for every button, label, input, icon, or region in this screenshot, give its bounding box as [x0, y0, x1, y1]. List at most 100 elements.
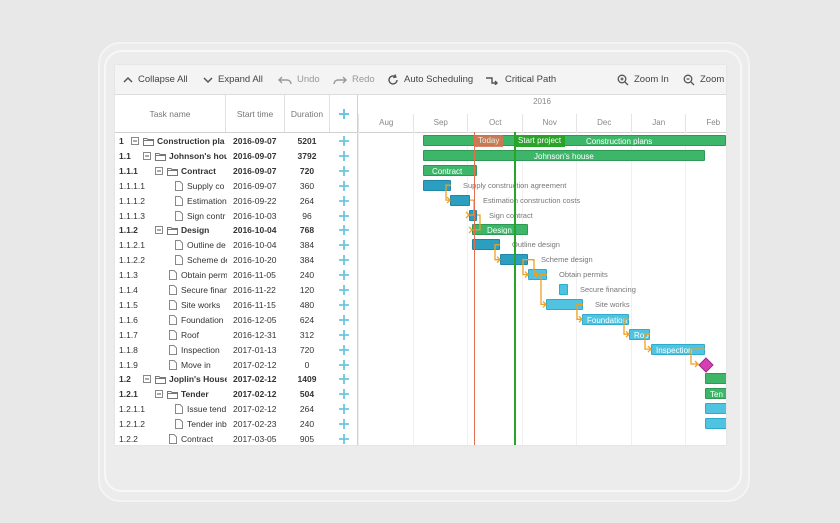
task-row[interactable]: 1.1.7 Roof 2016-12-31 312 — [115, 328, 357, 343]
task-row[interactable]: 1.1.8 Inspection 2017-01-13 720 — [115, 343, 357, 358]
task-wbs: 1.1 — [119, 150, 131, 161]
add-subtask-icon[interactable] — [339, 239, 349, 251]
collapse-toggle-icon[interactable] — [131, 137, 139, 145]
collapse-toggle-icon[interactable] — [143, 375, 151, 384]
task-row[interactable]: 1.1.1.3 Sign contr 2016-10-03 96 — [115, 209, 357, 224]
today-marker[interactable]: Today — [474, 135, 504, 147]
collapse-toggle-icon[interactable] — [155, 226, 163, 235]
task-row[interactable]: 1.1.2 Design 2016-10-04 768 — [115, 223, 357, 238]
task-row[interactable]: 1.1.1 Contract 2016-09-07 720 — [115, 164, 357, 179]
add-subtask-icon[interactable] — [339, 135, 349, 147]
task-name[interactable]: Inspection — [181, 344, 220, 355]
add-task-header-button[interactable] — [330, 95, 357, 132]
expand-all-button[interactable]: Expand All — [203, 65, 263, 94]
add-subtask-icon[interactable] — [339, 344, 349, 356]
task-row[interactable]: 1.1.9 Move in 2017-02-12 0 — [115, 358, 357, 373]
add-subtask-icon[interactable] — [339, 224, 349, 236]
add-subtask-icon[interactable] — [339, 329, 349, 341]
add-subtask-icon[interactable] — [339, 314, 349, 326]
task-wbs: 1.2.2 — [119, 434, 138, 444]
file-icon — [175, 180, 183, 191]
task-row[interactable]: 1.1.2.2 Scheme de 2016-10-20 384 — [115, 253, 357, 268]
task-wbs: 1.2.1 — [119, 389, 138, 400]
task-bar[interactable]: Ten — [705, 388, 726, 400]
task-row[interactable]: 1.1 Johnson's hou 2016-09-07 3792 — [115, 149, 357, 164]
add-subtask-icon[interactable] — [339, 418, 349, 430]
task-name[interactable]: Scheme de — [187, 255, 227, 266]
add-subtask-icon[interactable] — [339, 210, 349, 222]
task-name[interactable]: Secure finan — [181, 285, 227, 295]
redo-button[interactable]: Redo — [333, 65, 375, 94]
zoom-out-button[interactable]: Zoom — [683, 65, 724, 94]
task-name[interactable]: Construction pla — [157, 136, 225, 146]
task-name[interactable]: Contract — [181, 165, 216, 176]
task-name[interactable]: Issue tend — [187, 404, 227, 415]
column-header-start-time[interactable]: Start time — [236, 108, 274, 119]
task-row[interactable]: 1.1.4 Secure finan 2016-11-22 120 — [115, 283, 357, 298]
add-subtask-icon[interactable] — [339, 299, 349, 311]
task-row[interactable]: 1.2 Joplin's House 2017-02-12 1409 — [115, 372, 357, 387]
task-bar[interactable]: Construction plans — [423, 135, 726, 146]
task-row[interactable]: 1.1.1.2 Estimation 2016-09-22 264 — [115, 194, 357, 209]
task-bar[interactable]: Johnson's house — [423, 149, 705, 161]
task-row[interactable]: 1 Construction pla 2016-09-07 5201 — [115, 134, 357, 149]
task-name[interactable]: Sign contr — [187, 210, 226, 221]
milestone-marker[interactable] — [698, 356, 714, 373]
task-bar[interactable] — [705, 373, 726, 385]
task-row[interactable]: 1.1.5 Site works 2016-11-15 480 — [115, 298, 357, 313]
start-project-marker[interactable]: Start project — [514, 135, 566, 147]
add-subtask-icon[interactable] — [339, 359, 349, 371]
task-row[interactable]: 1.2.1.2 Tender inb 2017-02-23 240 — [115, 417, 357, 432]
task-name[interactable]: Outline de — [187, 240, 226, 251]
task-name[interactable]: Roof — [181, 329, 199, 340]
month-label: Aug — [358, 114, 414, 132]
critical-path-icon — [486, 76, 498, 85]
task-name[interactable]: Move in — [181, 359, 211, 370]
task-row[interactable]: 1.2.2 Contract 2017-03-05 905 — [115, 432, 357, 445]
task-name[interactable]: Design — [181, 225, 210, 236]
add-subtask-icon[interactable] — [339, 254, 349, 266]
task-row[interactable]: 1.1.2.1 Outline de 2016-10-04 384 — [115, 238, 357, 253]
add-subtask-icon[interactable] — [339, 373, 349, 385]
auto-scheduling-button[interactable]: Auto Scheduling — [387, 65, 473, 94]
task-name[interactable]: Site works — [181, 299, 221, 310]
task-duration: 905 — [299, 434, 315, 444]
add-subtask-icon[interactable] — [339, 180, 349, 192]
add-subtask-icon[interactable] — [339, 388, 349, 400]
add-subtask-icon[interactable] — [339, 284, 349, 296]
task-bar[interactable]: Contract — [423, 164, 477, 176]
task-name[interactable]: Supply co — [187, 180, 225, 191]
expand-all-label: Expand All — [218, 74, 263, 85]
add-subtask-icon[interactable] — [339, 433, 349, 445]
zoom-in-button[interactable]: Zoom In — [617, 65, 669, 94]
column-header-task-name[interactable]: Task name — [149, 108, 191, 119]
task-bar[interactable] — [559, 284, 568, 295]
task-name[interactable]: Joplin's House — [169, 374, 227, 385]
add-subtask-icon[interactable] — [339, 150, 349, 162]
add-subtask-icon[interactable] — [339, 165, 349, 177]
column-header-duration[interactable]: Duration — [290, 108, 324, 119]
add-subtask-icon[interactable] — [339, 403, 349, 415]
collapse-all-button[interactable]: Collapse All — [123, 65, 188, 94]
task-name[interactable]: Obtain permi — [181, 270, 227, 281]
task-bar[interactable] — [705, 418, 726, 430]
undo-button[interactable]: Undo — [278, 65, 320, 94]
collapse-toggle-icon[interactable] — [155, 166, 163, 175]
task-name[interactable]: Foundation — [181, 314, 224, 325]
task-bar[interactable] — [705, 403, 726, 415]
task-name[interactable]: Contract — [181, 434, 214, 444]
task-row[interactable]: 1.1.1.1 Supply co 2016-09-07 360 — [115, 179, 357, 194]
task-name[interactable]: Tender inb — [187, 419, 227, 430]
collapse-toggle-icon[interactable] — [155, 390, 163, 399]
task-row[interactable]: 1.1.6 Foundation 2016-12-05 624 — [115, 313, 357, 328]
task-row[interactable]: 1.2.1 Tender 2017-02-12 504 — [115, 387, 357, 402]
add-subtask-icon[interactable] — [339, 269, 349, 281]
collapse-toggle-icon[interactable] — [143, 151, 151, 160]
task-row[interactable]: 1.1.3 Obtain permi 2016-11-05 240 — [115, 268, 357, 283]
critical-path-button[interactable]: Critical Path — [485, 65, 556, 94]
task-name[interactable]: Estimation — [187, 195, 227, 206]
add-subtask-icon[interactable] — [339, 195, 349, 207]
task-name[interactable]: Tender — [181, 389, 209, 400]
task-row[interactable]: 1.2.1.1 Issue tend 2017-02-12 264 — [115, 402, 357, 417]
task-name[interactable]: Johnson's hou — [169, 150, 227, 161]
